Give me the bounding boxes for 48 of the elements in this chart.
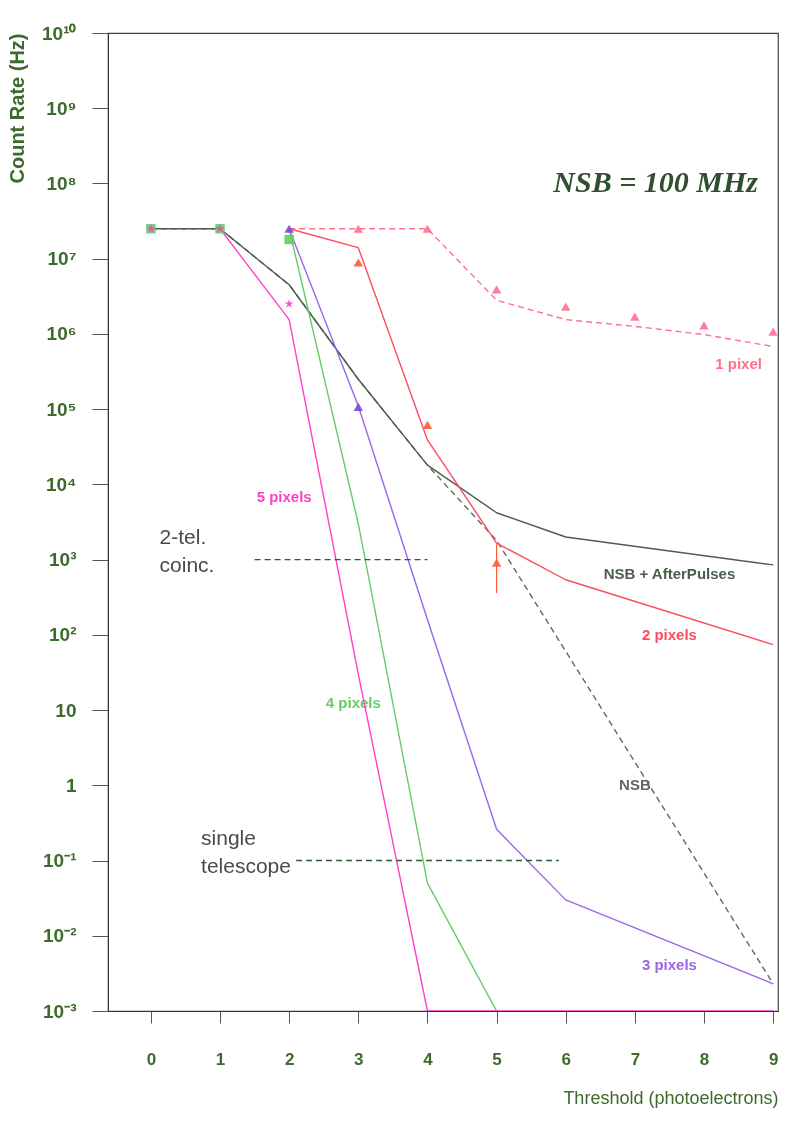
point [422,420,433,429]
x-tick-label: 0 [146,1049,157,1069]
series-label: single telescope [201,825,291,877]
y-tick-label: 10 [55,699,77,721]
point [422,224,433,233]
text: NSB = 100 MHz [552,165,759,198]
y-tick-label: 10⁷ [47,248,77,270]
y-tick-label: 10¹⁰ [42,22,77,44]
point [768,327,778,336]
x-tick-label: 3 [354,1049,364,1069]
point [630,312,640,321]
series-label: NSB [619,776,651,794]
series-label: 2-tel. coinc. [159,524,215,576]
x-tick-label: 2 [284,1049,295,1069]
y-tick-label: 10⁻¹ [43,850,77,872]
x-tick-label: 8 [699,1049,710,1069]
y-tick-label: 10⁻² [43,925,77,947]
y-tick-label: 10² [49,624,77,646]
y-tick-label: 1 [65,774,77,796]
y-tick-label: 10⁶ [46,323,77,345]
x-tick-label: 7 [630,1049,641,1069]
point [353,258,364,267]
y-tick-label: 10⁻³ [43,1000,77,1022]
series-label: 3 pixels [641,955,697,973]
series-label: 1 pixel [715,354,762,372]
series-label: 2 pixels [641,626,697,644]
y-axis-title: Count Rate (Hz) [6,33,29,184]
y-tick-label: 10⁴ [45,473,77,495]
y-tick-label: 10³ [49,549,77,571]
point [284,224,294,233]
point [491,285,502,294]
point [560,302,571,311]
y-tick-label: 10⁸ [46,172,77,194]
x-tick-label: 1 [215,1049,226,1069]
x-tick-label: 6 [561,1049,571,1069]
point [284,299,294,308]
y-tick-label: 10⁹ [46,97,77,119]
series-label: NSB + AfterPulses [603,564,736,582]
point [491,558,502,567]
y-tick-label: 10⁵ [46,398,77,420]
point [353,402,364,412]
x-tick-label: 4 [423,1049,434,1069]
x-tick-label: 5 [492,1049,502,1069]
x-tick-label: 9 [768,1049,779,1069]
series-label: 5 pixels [256,487,312,505]
x-axis-title: Threshold (photoelectrons) [563,1087,779,1108]
point [353,224,364,233]
point [284,234,294,245]
